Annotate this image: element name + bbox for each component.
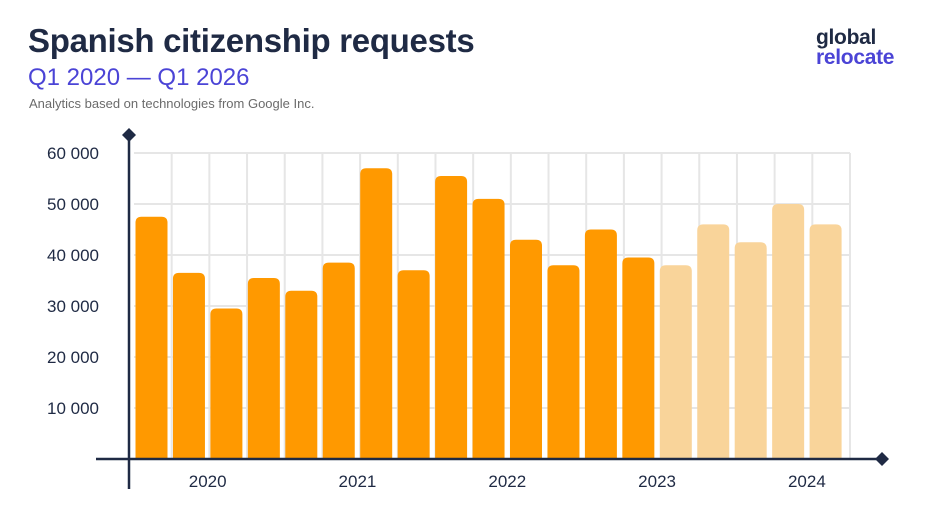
page-title: Spanish citizenship requests (28, 22, 475, 59)
bar-18 (772, 204, 805, 459)
bar-19 (809, 224, 842, 459)
page-subtitle: Q1 2020 — Q1 2026 (28, 64, 250, 91)
bar-14 (622, 257, 655, 459)
bar-2 (172, 272, 205, 459)
bar-17 (734, 242, 767, 459)
x-axis-arrow (875, 452, 889, 466)
bar-15 (659, 265, 692, 459)
y-tick-label: 50 000 (47, 195, 99, 214)
y-axis-arrow (122, 128, 136, 142)
bar-11 (510, 239, 542, 459)
bar-13 (584, 229, 617, 459)
bar-4 (247, 277, 280, 459)
y-tick-label: 20 000 (47, 348, 99, 367)
y-tick-label: 40 000 (47, 246, 99, 265)
bar-1 (135, 216, 168, 459)
y-tick-label: 10 000 (47, 399, 99, 418)
bar-10 (472, 198, 505, 459)
x-tick-label: 2020 (189, 472, 227, 491)
bar-9 (435, 175, 468, 459)
bar-12 (547, 265, 580, 459)
bar-7 (360, 168, 393, 460)
logo-line-1: global (816, 26, 877, 49)
bar-6 (322, 262, 355, 459)
bar-8 (397, 270, 430, 459)
logo: global relocate (816, 26, 895, 69)
x-tick-label: 2024 (788, 472, 826, 491)
x-tick-label: 2022 (488, 472, 526, 491)
bar-5 (285, 290, 318, 459)
source-note: Analytics based on technologies from Goo… (29, 96, 315, 111)
x-tick-label: 2021 (339, 472, 377, 491)
bar-3 (210, 308, 243, 459)
axes (96, 128, 889, 489)
x-tick-label: 2023 (638, 472, 676, 491)
y-tick-labels: 10 000 20 000 30 000 40 000 50 000 60 000 (47, 144, 99, 418)
bar-16 (697, 224, 730, 459)
logo-line-2: relocate (816, 46, 895, 69)
bars (135, 168, 842, 460)
y-tick-label: 30 000 (47, 297, 99, 316)
x-tick-labels: 202020212022202320242025 (189, 472, 826, 491)
y-tick-label: 60 000 (47, 144, 99, 163)
